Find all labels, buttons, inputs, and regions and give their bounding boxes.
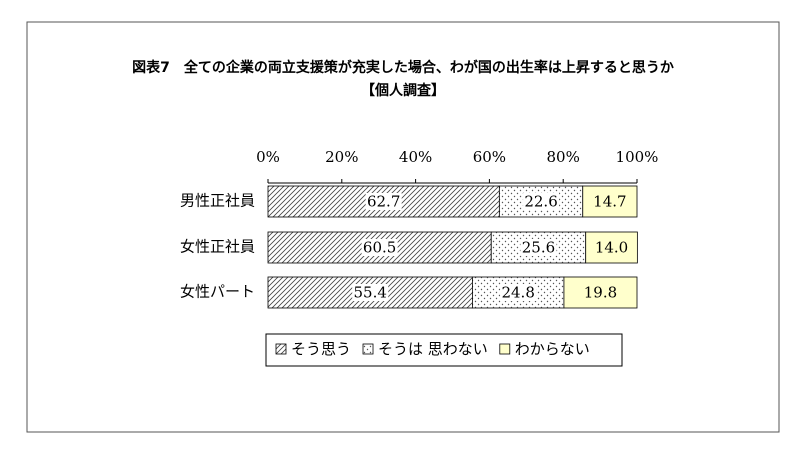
- value-label: 19.8: [584, 284, 617, 302]
- category-label: 女性パート: [180, 283, 255, 301]
- legend-box: [265, 333, 623, 367]
- value-label: 14.7: [593, 193, 626, 211]
- legend-label: そうは 思わない: [378, 340, 488, 358]
- chart-title: 図表7 全ての企業の両立支援策が充実した場合、わが国の出生率は上昇すると思うか: [132, 59, 674, 76]
- value-label-bg: [365, 193, 402, 210]
- value-label: 14.0: [595, 239, 628, 257]
- legend-swatch: [499, 343, 511, 355]
- legend-swatch: [362, 343, 374, 355]
- value-label-bg: [352, 284, 389, 301]
- category-label: 男性正社員: [180, 192, 255, 210]
- value-label: 22.6: [524, 193, 557, 211]
- bar-segment: [563, 276, 638, 309]
- bar-segment: [585, 231, 638, 264]
- value-label: 60.5: [363, 239, 396, 257]
- legend-label: そう思う: [291, 340, 351, 358]
- x-tick-label: 100%: [616, 148, 659, 166]
- frame: [26, 21, 780, 433]
- value-label-bg: [523, 193, 560, 210]
- x-tick-label: 60%: [473, 148, 506, 166]
- x-tick-label: 0%: [256, 148, 280, 166]
- x-tick-label: 20%: [325, 148, 358, 166]
- category-label: 女性正社員: [180, 238, 255, 256]
- legend-swatch: [275, 343, 287, 355]
- legend-label: わからない: [515, 340, 590, 358]
- bar-segment: [582, 185, 638, 218]
- x-tick-label: 40%: [399, 148, 432, 166]
- value-label: 25.6: [522, 239, 555, 257]
- value-label-bg: [520, 239, 557, 256]
- value-label-bg: [361, 239, 398, 256]
- value-label: 55.4: [354, 284, 387, 302]
- value-label: 24.8: [501, 284, 534, 302]
- chart-subtitle: 【個人調査】: [361, 82, 445, 99]
- x-tick-label: 80%: [547, 148, 580, 166]
- value-label-bg: [500, 284, 537, 301]
- value-label: 62.7: [367, 193, 400, 211]
